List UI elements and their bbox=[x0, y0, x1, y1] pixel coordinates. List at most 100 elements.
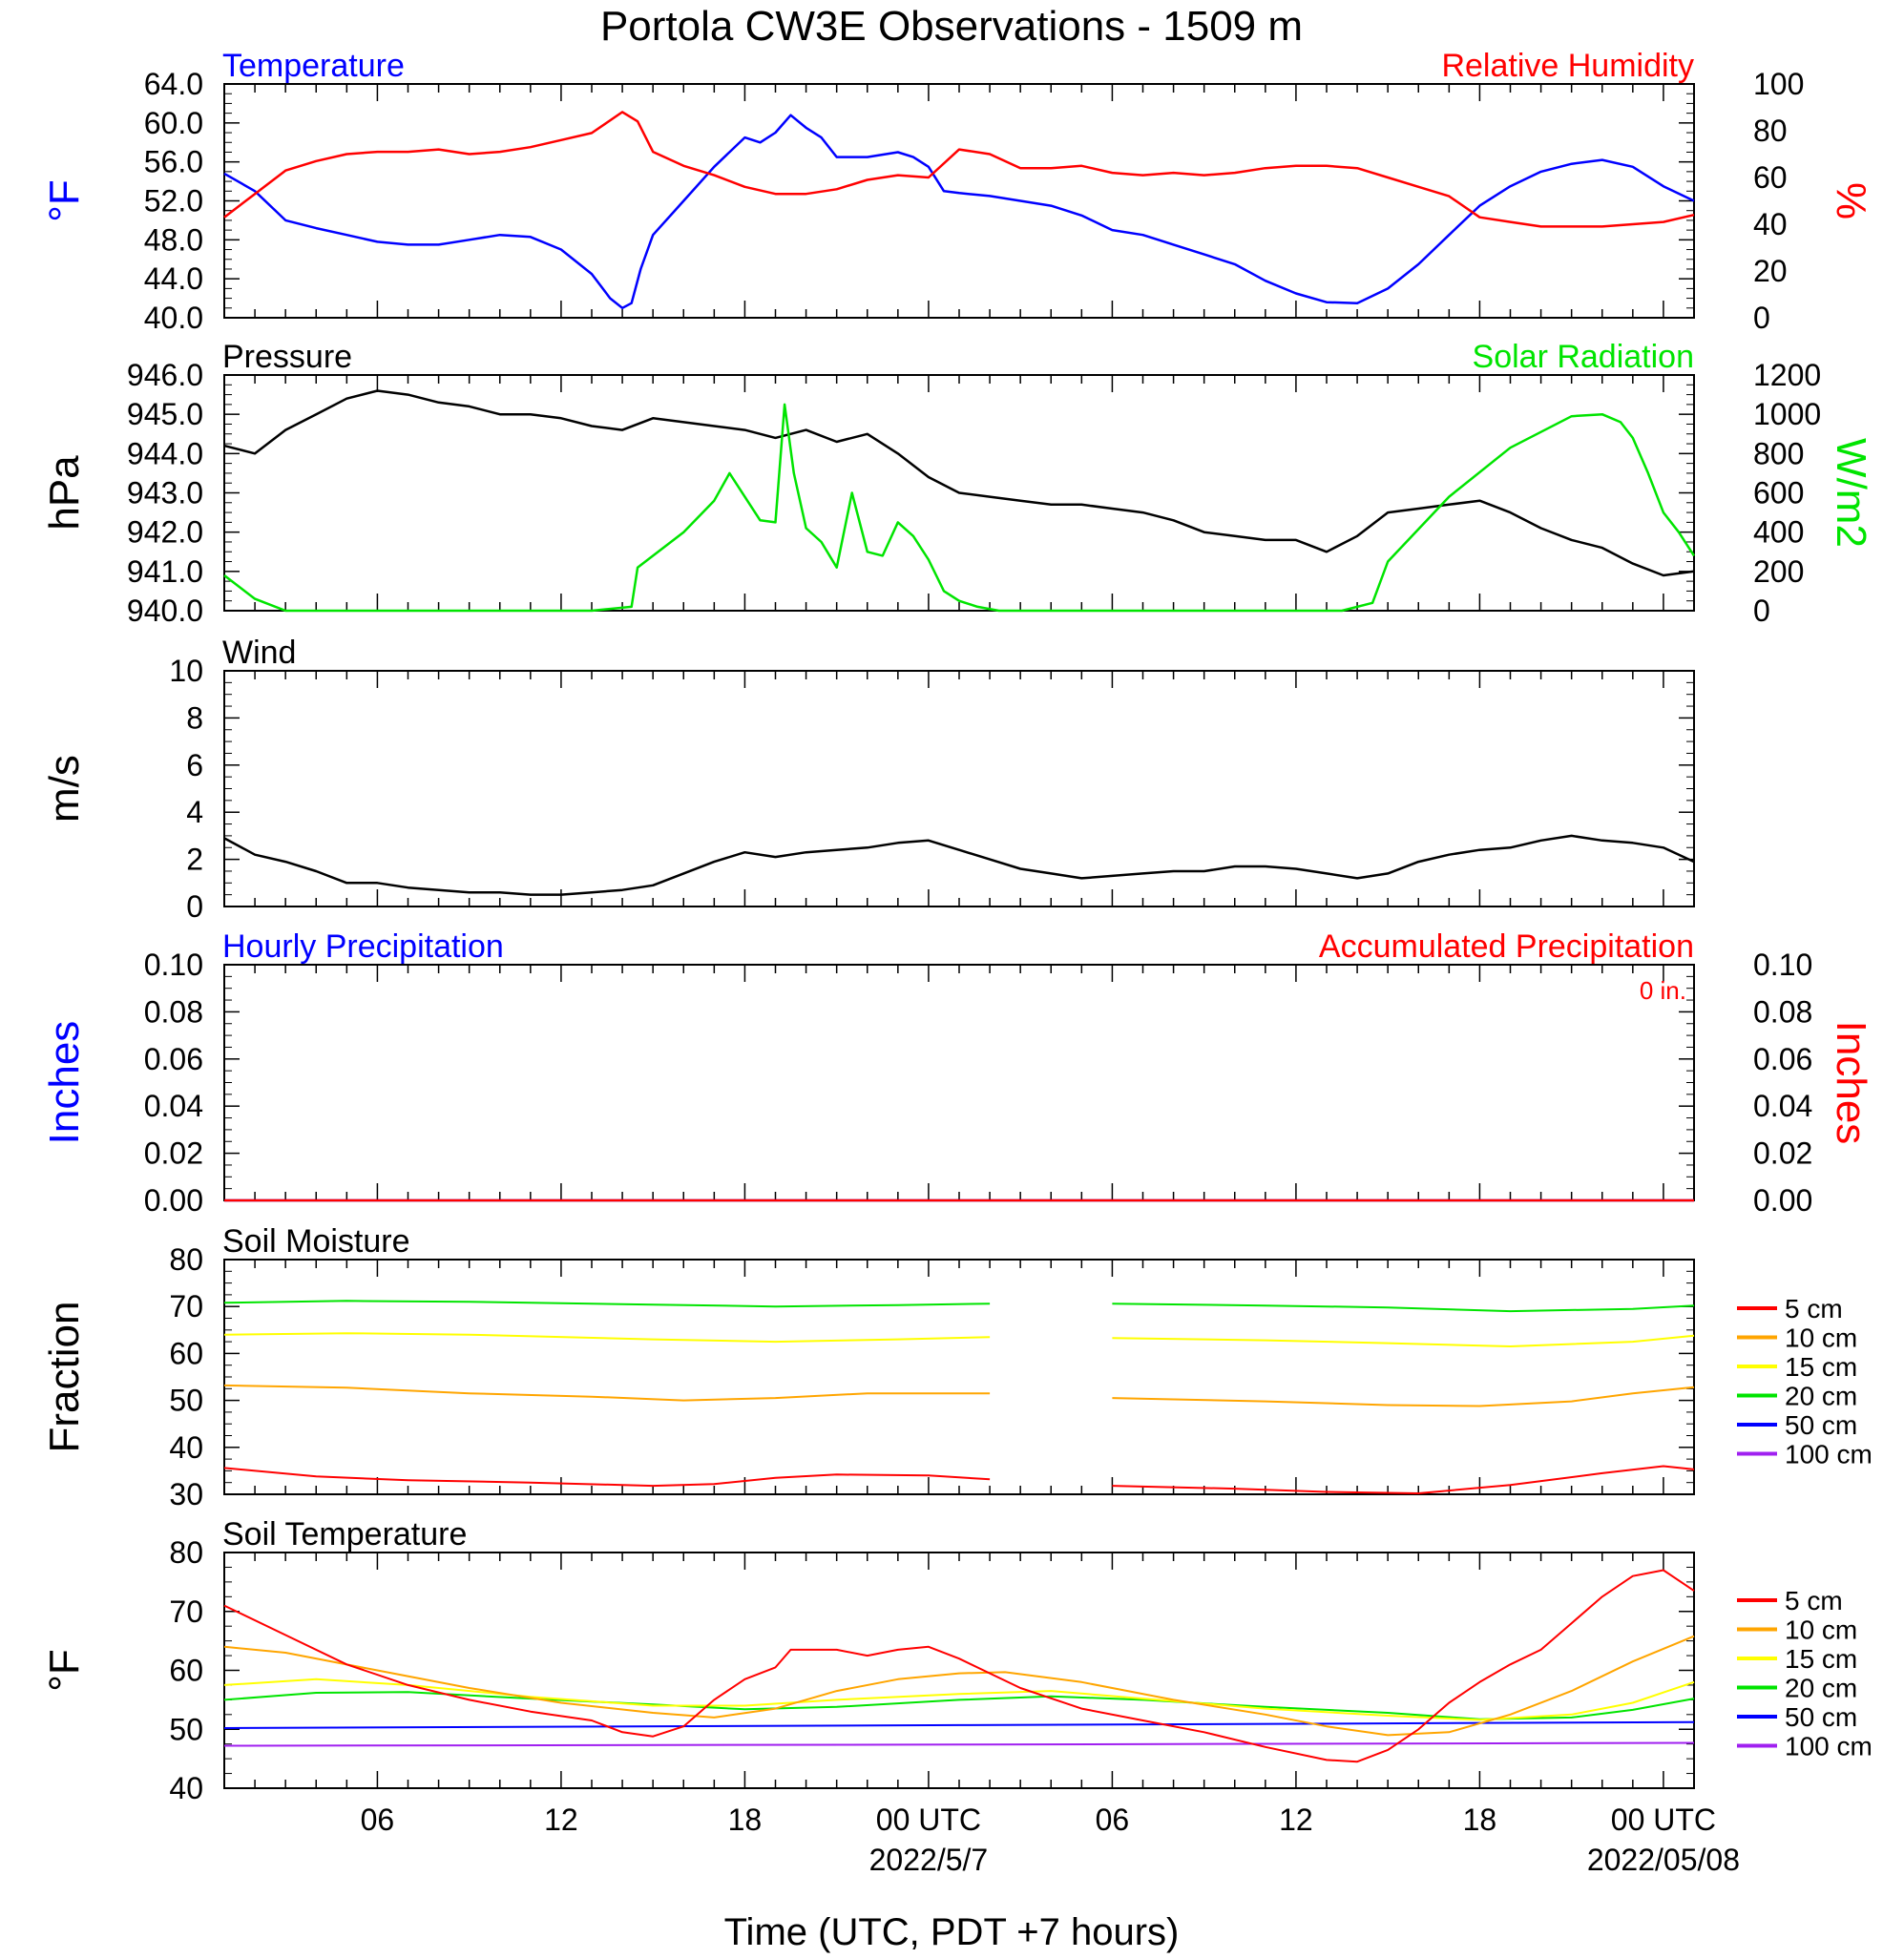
series-line bbox=[223, 403, 1696, 613]
y-tick-label-right: 0.10 bbox=[1753, 948, 1812, 982]
series-line bbox=[223, 1467, 991, 1488]
x-tick-label: 06 bbox=[1096, 1803, 1130, 1837]
plot-frame bbox=[223, 1259, 1695, 1495]
y-tick-label-right: 40 bbox=[1753, 207, 1788, 241]
y-tick-label-left: 60.0 bbox=[144, 106, 203, 140]
y-tick-label-left: 8 bbox=[186, 700, 203, 735]
x-axis-label: Time (UTC, PDT +7 hours) bbox=[724, 1911, 1180, 1953]
panel-title-right: Solar Radiation bbox=[1473, 339, 1694, 375]
y-tick-label-right: 200 bbox=[1753, 554, 1804, 589]
x-tick-label: 18 bbox=[1463, 1803, 1497, 1837]
y-tick-label-right: 0.02 bbox=[1753, 1136, 1812, 1171]
series-line bbox=[223, 1678, 1695, 1721]
x-tick-label: 00 UTC bbox=[876, 1803, 981, 1837]
legend-label: 5 cm bbox=[1785, 1294, 1843, 1323]
y-axis-unit-left: hPa bbox=[41, 455, 88, 531]
time-axis: 06 12 18 00 UTC 2022/5/7 06 12 18 00 UTC 2022/05/… bbox=[361, 1803, 1740, 1877]
series-line bbox=[223, 1635, 1695, 1737]
legend-label: 100 cm bbox=[1785, 1440, 1873, 1469]
y-tick-label-left: 0.02 bbox=[144, 1136, 203, 1171]
y-axis-unit-right: % bbox=[1828, 182, 1874, 219]
accumulated-total: 0 in. bbox=[1640, 976, 1686, 1005]
y-tick-label-left: 4 bbox=[186, 795, 203, 829]
series-line bbox=[223, 111, 1695, 228]
series-line bbox=[1112, 1465, 1695, 1494]
series-line bbox=[1112, 1303, 1695, 1313]
legend-label: 100 cm bbox=[1785, 1732, 1873, 1761]
series-line bbox=[223, 114, 1695, 310]
y-tick-label-left: 940.0 bbox=[127, 594, 203, 628]
y-tick-label-left: 80 bbox=[169, 1535, 203, 1570]
series-line bbox=[223, 1384, 991, 1402]
panel-soil_temp: 40 50 60 70 80 Soil Temperature °F bbox=[41, 1516, 1695, 1805]
y-tick-label-left: 40 bbox=[169, 1430, 203, 1465]
y-tick-label-right: 0.08 bbox=[1753, 994, 1812, 1029]
panel-title-left: Soil Temperature bbox=[222, 1516, 467, 1553]
legend-label: 15 cm bbox=[1785, 1644, 1857, 1674]
series-line bbox=[223, 834, 1695, 896]
x-tick-label: 06 bbox=[361, 1803, 395, 1837]
y-tick-label-left: 0.08 bbox=[144, 994, 203, 1029]
y-tick-label-left: 60 bbox=[169, 1654, 203, 1688]
y-tick-label-left: 30 bbox=[169, 1477, 203, 1511]
y-tick-label-left: 0.06 bbox=[144, 1042, 203, 1076]
y-tick-label-left: 44.0 bbox=[144, 261, 203, 296]
y-tick-label-left: 944.0 bbox=[127, 436, 203, 470]
y-tick-label-left: 52.0 bbox=[144, 184, 203, 219]
legend-label: 20 cm bbox=[1785, 1382, 1857, 1411]
y-tick-label-left: 0.00 bbox=[144, 1183, 203, 1218]
series-line bbox=[1112, 1386, 1695, 1407]
x-tick-sublabel: 2022/05/08 bbox=[1587, 1843, 1740, 1877]
y-tick-label-right: 80 bbox=[1753, 114, 1788, 148]
legend-label: 50 cm bbox=[1785, 1410, 1857, 1440]
y-tick-label-left: 80 bbox=[169, 1242, 203, 1277]
panel-wind: 0 2 4 6 8 10 Wind m/s bbox=[41, 635, 1695, 924]
legend-label: 50 cm bbox=[1785, 1702, 1857, 1732]
y-tick-label-right: 0.06 bbox=[1753, 1042, 1812, 1076]
y-axis-unit-left: °F bbox=[41, 179, 88, 221]
panel-title-right: Accumulated Precipitation bbox=[1319, 928, 1694, 965]
panel-title-left: Soil Moisture bbox=[222, 1223, 410, 1260]
y-tick-label-left: 0.10 bbox=[144, 948, 203, 982]
y-tick-label-left: 56.0 bbox=[144, 145, 203, 179]
y-tick-label-right: 0.00 bbox=[1753, 1183, 1812, 1218]
panel-title-right: Relative Humidity bbox=[1441, 48, 1694, 84]
y-tick-label-left: 6 bbox=[186, 748, 203, 782]
legend-label: 20 cm bbox=[1785, 1674, 1857, 1703]
legend-label: 5 cm bbox=[1785, 1586, 1843, 1615]
y-tick-label-left: 40 bbox=[169, 1771, 203, 1805]
y-axis-unit-left: °F bbox=[41, 1649, 88, 1691]
series-line bbox=[223, 1300, 991, 1308]
x-tick-label: 12 bbox=[1279, 1803, 1313, 1837]
plot-frame bbox=[223, 83, 1695, 319]
y-tick-label-right: 20 bbox=[1753, 254, 1788, 288]
series-line bbox=[223, 1720, 1695, 1729]
panel-title-left: Hourly Precipitation bbox=[222, 928, 504, 965]
y-tick-label-left: 48.0 bbox=[144, 222, 203, 257]
y-tick-label-left: 50 bbox=[169, 1712, 203, 1746]
y-tick-label-left: 60 bbox=[169, 1336, 203, 1370]
legend-label: 10 cm bbox=[1785, 1323, 1857, 1353]
y-tick-label-left: 40.0 bbox=[144, 301, 203, 335]
panel-temp_rh: 40.0 44.0 48.052.0 56.0 60.0 64.0 0 20 40 60 80 100… bbox=[41, 48, 1874, 335]
y-tick-label-left: 10 bbox=[169, 654, 203, 688]
y-tick-label-left: 946.0 bbox=[127, 358, 203, 392]
plot-frame bbox=[223, 964, 1695, 1201]
y-tick-label-right: 600 bbox=[1753, 476, 1804, 511]
series-line bbox=[223, 1332, 991, 1344]
y-tick-label-right: 400 bbox=[1753, 515, 1804, 550]
y-axis-unit-right: W/m2 bbox=[1828, 438, 1874, 548]
y-tick-label-left: 0 bbox=[186, 889, 203, 924]
y-tick-label-left: 941.0 bbox=[127, 554, 203, 589]
panel-precip: 0.00 0.02 0.04 0.06 0.08 0.10 0.00 0.02 0.04 0.06… bbox=[41, 928, 1874, 1218]
panel-pressure_solar: 940.0 941.0 942.0 943.0 944.0 945.0 946.0 0 200 4… bbox=[41, 339, 1874, 628]
legend-label: 10 cm bbox=[1785, 1615, 1857, 1645]
y-tick-label-left: 945.0 bbox=[127, 397, 203, 431]
series-line bbox=[223, 1691, 1695, 1720]
y-tick-label-right: 0 bbox=[1753, 594, 1770, 628]
y-tick-label-left: 942.0 bbox=[127, 515, 203, 550]
y-tick-label-left: 2 bbox=[186, 843, 203, 877]
series-line bbox=[1112, 1334, 1695, 1347]
